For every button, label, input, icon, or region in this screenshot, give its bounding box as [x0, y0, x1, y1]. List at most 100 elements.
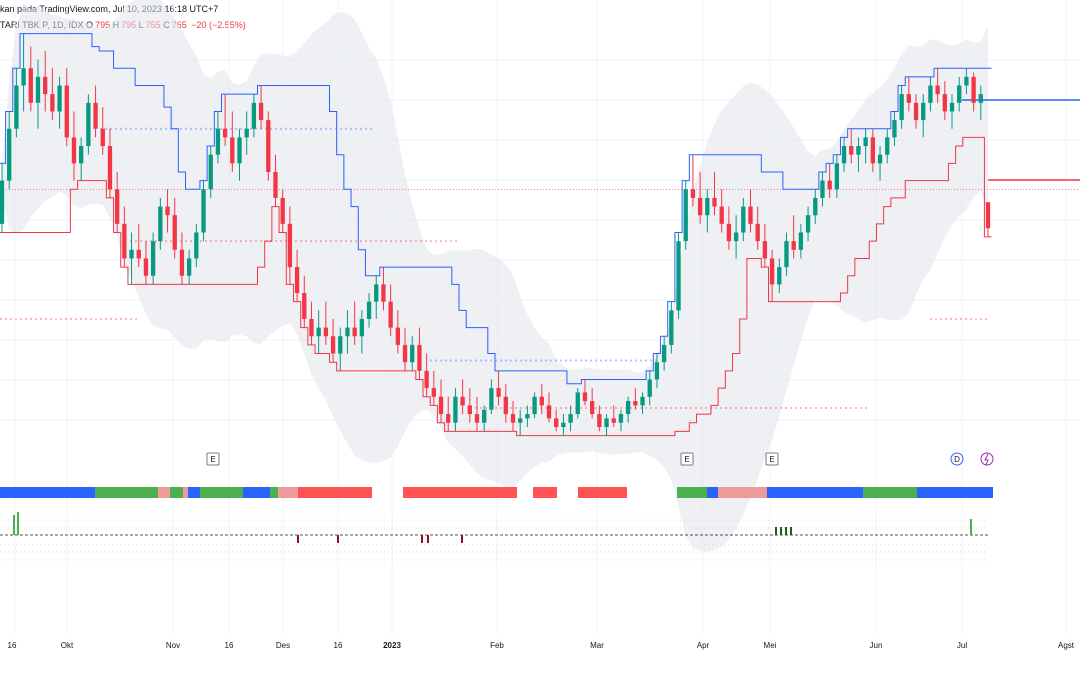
candle-body: [633, 401, 638, 406]
ribbon-segment: [188, 487, 200, 498]
candle-body: [683, 189, 688, 242]
candle-body: [330, 336, 336, 354]
candle-body: [877, 154, 883, 164]
candle-body: [215, 128, 221, 155]
candle-body: [0, 180, 5, 224]
price-change: −20 (−2.55%): [191, 20, 246, 30]
x-tick-label: Mei: [764, 641, 777, 650]
candle-body: [784, 241, 789, 268]
candle-body: [805, 215, 811, 233]
ribbon-segment: [298, 487, 372, 498]
candle-body: [906, 94, 911, 103]
candle-body: [525, 414, 530, 419]
candle-body: [813, 197, 818, 216]
ribbon-segment: [183, 487, 188, 498]
x-tick-label: Feb: [490, 641, 504, 650]
candle-body: [201, 189, 206, 233]
candle-body: [705, 197, 710, 216]
candle-body: [798, 232, 804, 250]
candle-body: [539, 396, 544, 406]
candle-body: [388, 301, 393, 328]
split-marker: [980, 452, 994, 466]
candle-body: [14, 85, 19, 129]
candle-body: [258, 102, 264, 121]
candle-body: [985, 202, 991, 229]
candle-body: [935, 85, 940, 95]
candle-body: [777, 267, 782, 285]
x-tick-label: Des: [276, 641, 290, 650]
candle-body: [395, 327, 400, 345]
ribbon-segment: [170, 487, 183, 498]
candle-body: [431, 388, 436, 397]
candle-body: [964, 76, 969, 86]
candle-body: [294, 267, 300, 294]
candle-body: [158, 206, 163, 242]
lightning-icon: [984, 453, 989, 466]
candle-body: [35, 76, 41, 103]
candle-body: [496, 388, 501, 397]
trend-ribbon: [0, 487, 993, 498]
candle-body: [402, 344, 408, 363]
candle-body: [611, 418, 616, 423]
ohlc-close-value: 765: [171, 20, 187, 30]
ribbon-segment: [677, 487, 707, 498]
candle-body: [885, 137, 890, 155]
candle-body: [345, 327, 350, 337]
candle-body: [604, 418, 609, 428]
osc-bar-positive: [13, 515, 15, 535]
candle-body: [359, 318, 365, 337]
candle-body: [957, 85, 962, 103]
candle-body: [482, 409, 487, 423]
candle-body: [186, 258, 192, 276]
candle-body: [244, 128, 249, 138]
candle-body: [489, 388, 494, 410]
candle-body: [849, 146, 854, 155]
earnings-marker: [206, 452, 220, 466]
candle-body: [230, 137, 235, 164]
candle-body: [597, 414, 602, 428]
candle-body: [194, 232, 199, 259]
x-tick-label: Apr: [697, 641, 710, 650]
x-tick-label: Nov: [166, 641, 180, 650]
candle-body: [280, 197, 285, 224]
candle-body: [928, 85, 933, 103]
ribbon-segment: [533, 487, 557, 498]
candle-body: [222, 128, 228, 138]
candle-body: [769, 258, 775, 285]
event-marker-label: E: [684, 455, 689, 464]
candle-body: [57, 85, 62, 112]
ribbon-segment: [200, 487, 243, 498]
x-tick-label: 16: [225, 641, 234, 650]
candle-body: [381, 284, 386, 302]
candle-body: [50, 94, 55, 112]
bollinger-band: [2, 0, 988, 552]
candle-body: [971, 76, 976, 103]
candle-body: [532, 396, 537, 415]
candle-body: [21, 68, 26, 86]
candle-body: [899, 94, 904, 121]
candle-body: [820, 180, 825, 198]
osc-bar-negative: [427, 535, 429, 543]
candle-body: [590, 401, 595, 415]
band-fill: [2, 0, 988, 552]
candle-body: [410, 344, 415, 363]
candle-body: [323, 327, 329, 337]
candle-body: [690, 189, 696, 198]
candle-body: [316, 327, 321, 337]
ribbon-segment: [767, 487, 863, 498]
x-tick-label: Jun: [870, 641, 883, 650]
candle-body: [86, 102, 91, 147]
x-tick-label: Agst: [1058, 641, 1075, 650]
x-tick-label: 2023: [383, 641, 401, 650]
x-tick-label: Mar: [590, 641, 604, 650]
candle-body: [136, 249, 141, 259]
osc-bar-positive: [780, 527, 782, 535]
candle-body: [302, 293, 307, 319]
dividend-marker: [950, 452, 964, 466]
candle-body: [273, 171, 278, 198]
candle-body: [28, 68, 33, 103]
candle-body: [352, 327, 357, 337]
earnings-marker: [765, 452, 779, 466]
